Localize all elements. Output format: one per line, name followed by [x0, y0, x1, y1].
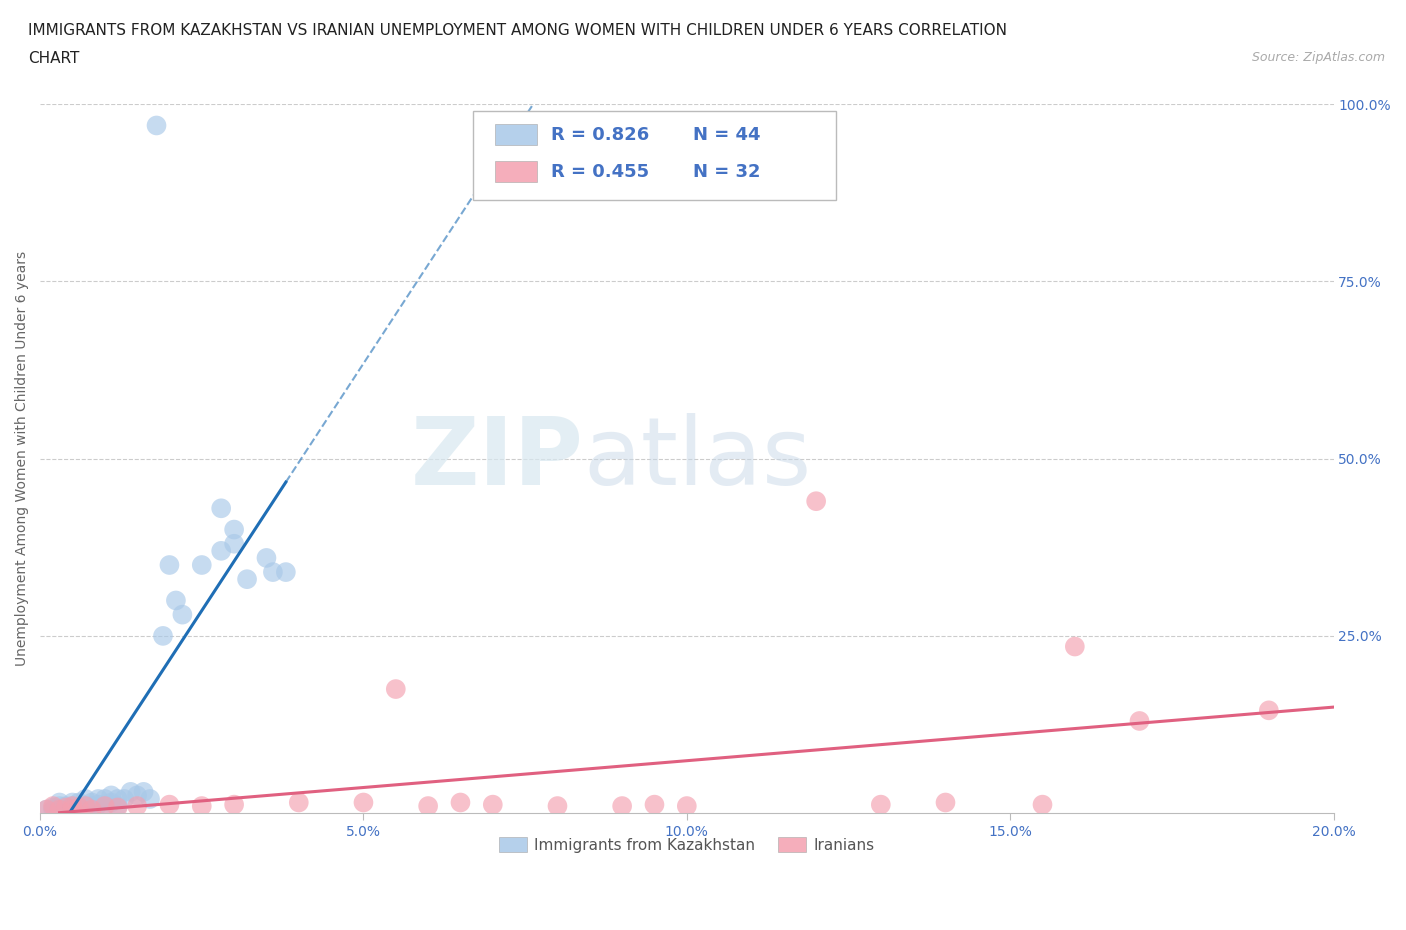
Point [120, 784, 142, 799]
Point [80, 795, 103, 810]
Point [87, 791, 110, 806]
Point [75, 791, 97, 806]
Text: atlas: atlas [583, 413, 811, 505]
Point [67, 795, 90, 810]
Point [42, 799, 65, 814]
Point [274, 565, 297, 579]
Point [675, 799, 697, 814]
Text: IMMIGRANTS FROM KAZAKHSTAN VS IRANIAN UNEMPLOYMENT AMONG WOMEN WITH CHILDREN UND: IMMIGRANTS FROM KAZAKHSTAN VS IRANIAN UN… [28, 23, 1007, 38]
Point [224, 797, 246, 812]
Text: R = 0.826: R = 0.826 [551, 126, 650, 143]
Point [127, 788, 149, 803]
Point [224, 522, 246, 537]
Point [152, 629, 174, 644]
Text: Source: ZipAtlas.com: Source: ZipAtlas.com [1251, 51, 1385, 64]
Point [256, 551, 278, 565]
Point [288, 795, 311, 810]
Point [481, 797, 503, 812]
Point [94, 799, 117, 814]
Point [127, 799, 149, 814]
Point [145, 118, 167, 133]
FancyBboxPatch shape [495, 124, 537, 145]
Point [450, 795, 472, 810]
Point [643, 797, 665, 812]
Point [100, 795, 122, 810]
Point [48, 803, 70, 817]
Point [87, 797, 110, 812]
Point [165, 593, 187, 608]
Point [35, 803, 58, 817]
Point [546, 799, 568, 814]
Text: CHART: CHART [28, 51, 80, 66]
Point [139, 791, 162, 806]
Point [48, 803, 70, 817]
Point [48, 799, 70, 814]
Text: R = 0.455: R = 0.455 [551, 163, 650, 180]
Point [62, 803, 84, 817]
Point [1128, 713, 1150, 728]
Point [1063, 639, 1085, 654]
Point [80, 799, 103, 814]
Text: N = 32: N = 32 [693, 163, 761, 180]
Point [159, 558, 181, 573]
Point [262, 565, 284, 579]
Point [869, 797, 891, 812]
Point [62, 799, 84, 814]
FancyBboxPatch shape [474, 112, 835, 200]
Point [62, 803, 84, 817]
Point [610, 799, 633, 814]
Point [75, 799, 97, 814]
Point [209, 543, 232, 558]
Point [191, 799, 214, 814]
Point [159, 797, 181, 812]
Point [107, 800, 129, 815]
Point [94, 791, 117, 806]
Point [107, 791, 129, 806]
Point [1257, 703, 1279, 718]
Text: N = 44: N = 44 [693, 126, 761, 143]
Point [80, 803, 103, 817]
Point [112, 791, 135, 806]
Point [107, 799, 129, 814]
Legend: Immigrants from Kazakhstan, Iranians: Immigrants from Kazakhstan, Iranians [494, 830, 880, 858]
Point [353, 795, 375, 810]
Point [804, 494, 827, 509]
Point [934, 795, 956, 810]
Point [62, 799, 84, 814]
Point [42, 803, 65, 817]
Text: ZIP: ZIP [411, 413, 583, 505]
Point [55, 803, 77, 817]
Point [35, 803, 58, 817]
Y-axis label: Unemployment Among Women with Children Under 6 years: Unemployment Among Women with Children U… [15, 251, 30, 666]
Point [172, 607, 194, 622]
Point [55, 799, 77, 814]
Point [191, 558, 214, 573]
Point [236, 572, 259, 587]
Point [209, 501, 232, 516]
Point [385, 682, 408, 697]
Point [75, 799, 97, 814]
Point [132, 784, 155, 799]
Point [42, 800, 65, 815]
Point [94, 799, 117, 814]
Point [62, 795, 84, 810]
Point [100, 788, 122, 803]
FancyBboxPatch shape [495, 161, 537, 182]
Point [67, 800, 90, 815]
Point [67, 800, 90, 815]
Point [1031, 797, 1053, 812]
Point [418, 799, 440, 814]
Point [48, 795, 70, 810]
Point [224, 537, 246, 551]
Point [55, 800, 77, 815]
